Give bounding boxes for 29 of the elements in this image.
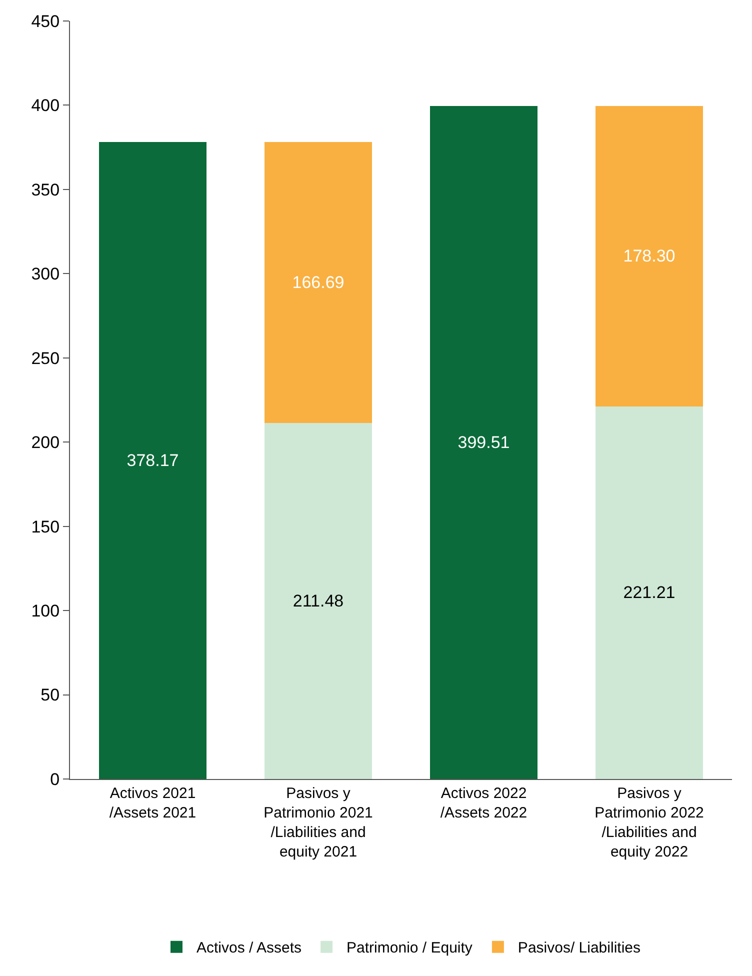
x-tick-label: Activos 2021 /Assets 2021 — [109, 785, 196, 822]
bar — [595, 406, 704, 779]
data-label: 399.51 — [458, 433, 510, 452]
y-tick-label: 150 — [31, 517, 60, 536]
y-tick-label: 400 — [31, 96, 60, 116]
y-tick-label: 350 — [31, 180, 60, 200]
y-tick-label: 100 — [31, 602, 60, 621]
bar — [430, 106, 538, 779]
legend-label: Activos / Assets — [196, 940, 302, 957]
bar — [595, 106, 704, 406]
legend-label: Pasivos/ Liabilities — [518, 940, 640, 957]
x-tick-label: Pasivos y Patrimonio 2021 /Liabilities and equity 2021 — [264, 785, 373, 860]
x-tick-label: Pasivos y Patrimonio 2022 /Liabilities and equity 2022 — [594, 785, 704, 860]
data-label: 178.30 — [623, 246, 676, 266]
y-tick-label: 50 — [40, 686, 60, 705]
data-label: 166.69 — [292, 272, 344, 292]
data-label: 221.21 — [623, 583, 676, 602]
data-label: 211.48 — [292, 591, 344, 610]
legend-label: Patrimonio / Equity — [346, 940, 473, 957]
y-tick-label: 200 — [31, 433, 60, 452]
y-tick-label: 450 — [31, 12, 60, 31]
bar — [264, 142, 372, 423]
y-tick-label: 250 — [31, 348, 60, 368]
bar — [264, 422, 372, 779]
y-tick-label: 0 — [50, 770, 60, 789]
bar — [98, 142, 207, 779]
data-label: 378.17 — [126, 450, 179, 470]
x-tick-label: Activos 2022 /Assets 2022 — [440, 785, 528, 822]
y-tick-label: 300 — [31, 264, 60, 284]
